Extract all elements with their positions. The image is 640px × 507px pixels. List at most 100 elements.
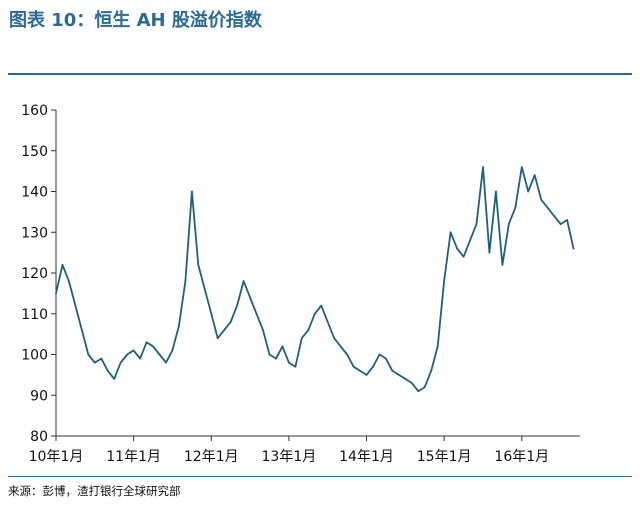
data-point	[540, 198, 543, 201]
data-point	[514, 206, 517, 209]
data-point	[507, 223, 510, 226]
series-group	[55, 166, 575, 393]
data-point	[281, 345, 284, 348]
x-tick-label: 15年1月	[417, 449, 472, 465]
data-point	[119, 361, 122, 364]
data-point	[262, 329, 264, 331]
data-point	[87, 353, 90, 356]
y-axis: 80 90 100 110 120 130 140 150 160	[21, 103, 57, 445]
data-point	[566, 219, 568, 221]
data-point	[423, 386, 426, 388]
data-point	[145, 341, 148, 344]
data-point	[475, 223, 478, 226]
data-point	[359, 369, 361, 372]
data-point	[456, 247, 458, 250]
x-tick-label: 12年1月	[184, 449, 239, 465]
data-point	[372, 365, 374, 368]
x-tick-label: 10年1月	[29, 449, 84, 465]
data-point	[501, 264, 504, 266]
data-point	[307, 329, 310, 331]
data-point	[93, 361, 96, 364]
data-point	[165, 361, 167, 364]
data-point	[126, 353, 129, 356]
y-tick-label: 80	[30, 429, 48, 445]
data-point	[385, 357, 387, 360]
data-point	[100, 357, 103, 360]
bottom-rule	[8, 476, 632, 477]
data-point	[184, 280, 187, 282]
data-point	[61, 264, 64, 266]
data-point	[436, 345, 439, 348]
y-tick-label: 130	[21, 225, 48, 241]
data-point	[178, 325, 180, 327]
data-point	[333, 337, 336, 340]
figure-title: 图表 10：恒生 AH 股溢价指数	[9, 10, 262, 31]
data-point	[294, 365, 297, 368]
data-point	[171, 349, 174, 352]
data-point	[410, 382, 413, 384]
data-point	[553, 215, 555, 217]
y-tick-label: 120	[21, 266, 48, 282]
data-point	[533, 174, 536, 177]
data-point	[139, 357, 142, 360]
x-tick-label: 13年1月	[262, 449, 317, 465]
data-point	[275, 357, 277, 360]
data-point	[197, 264, 200, 266]
data-point	[365, 374, 368, 376]
data-point	[404, 378, 407, 380]
data-point	[236, 304, 239, 307]
data-point	[488, 251, 491, 254]
data-point	[255, 312, 258, 315]
data-point	[210, 312, 213, 315]
data-point	[158, 353, 161, 356]
data-point	[106, 369, 109, 372]
data-point	[152, 345, 154, 348]
source-note: 来源：彭博，渣打银行全球研究部	[8, 484, 181, 498]
data-point	[81, 329, 83, 331]
data-point	[449, 231, 452, 234]
data-point	[482, 166, 484, 169]
data-point	[430, 369, 433, 372]
y-tick-label: 150	[21, 144, 48, 160]
title-rule	[8, 73, 632, 75]
data-point	[229, 321, 232, 323]
y-tick-label: 100	[21, 348, 48, 364]
data-point	[113, 378, 116, 380]
data-point	[313, 312, 316, 315]
data-point	[398, 374, 400, 376]
data-point	[320, 304, 323, 307]
x-tick-label: 11年1月	[106, 449, 161, 465]
data-point	[74, 304, 77, 307]
x-axis: 10年1月 11年1月 12年1月 13年1月 14年1月 15年1月 16年1月	[29, 435, 580, 465]
data-point	[191, 190, 193, 193]
data-point	[249, 296, 252, 299]
y-tick-label: 110	[21, 307, 48, 323]
data-point	[288, 361, 290, 364]
data-point	[203, 288, 206, 291]
data-point	[546, 206, 549, 209]
y-tick-label: 140	[21, 185, 48, 201]
data-point	[417, 390, 420, 393]
y-tick-label: 90	[30, 388, 48, 404]
data-point	[132, 349, 135, 352]
series-line	[55, 166, 575, 393]
data-point	[242, 280, 245, 282]
data-point	[326, 321, 329, 323]
x-tick-label: 14年1月	[339, 449, 394, 465]
data-point	[462, 255, 465, 258]
data-point	[268, 353, 271, 356]
data-point	[216, 337, 219, 340]
data-point	[559, 223, 562, 226]
data-point	[378, 353, 381, 356]
y-tick-label: 160	[21, 103, 48, 119]
data-point	[346, 353, 348, 356]
data-point	[352, 365, 355, 368]
data-point	[223, 329, 226, 331]
data-point	[443, 280, 445, 282]
data-point	[339, 345, 342, 348]
x-tick-label: 16年1月	[494, 449, 549, 465]
data-point	[527, 190, 530, 193]
data-point	[520, 166, 523, 169]
data-point	[300, 337, 303, 340]
